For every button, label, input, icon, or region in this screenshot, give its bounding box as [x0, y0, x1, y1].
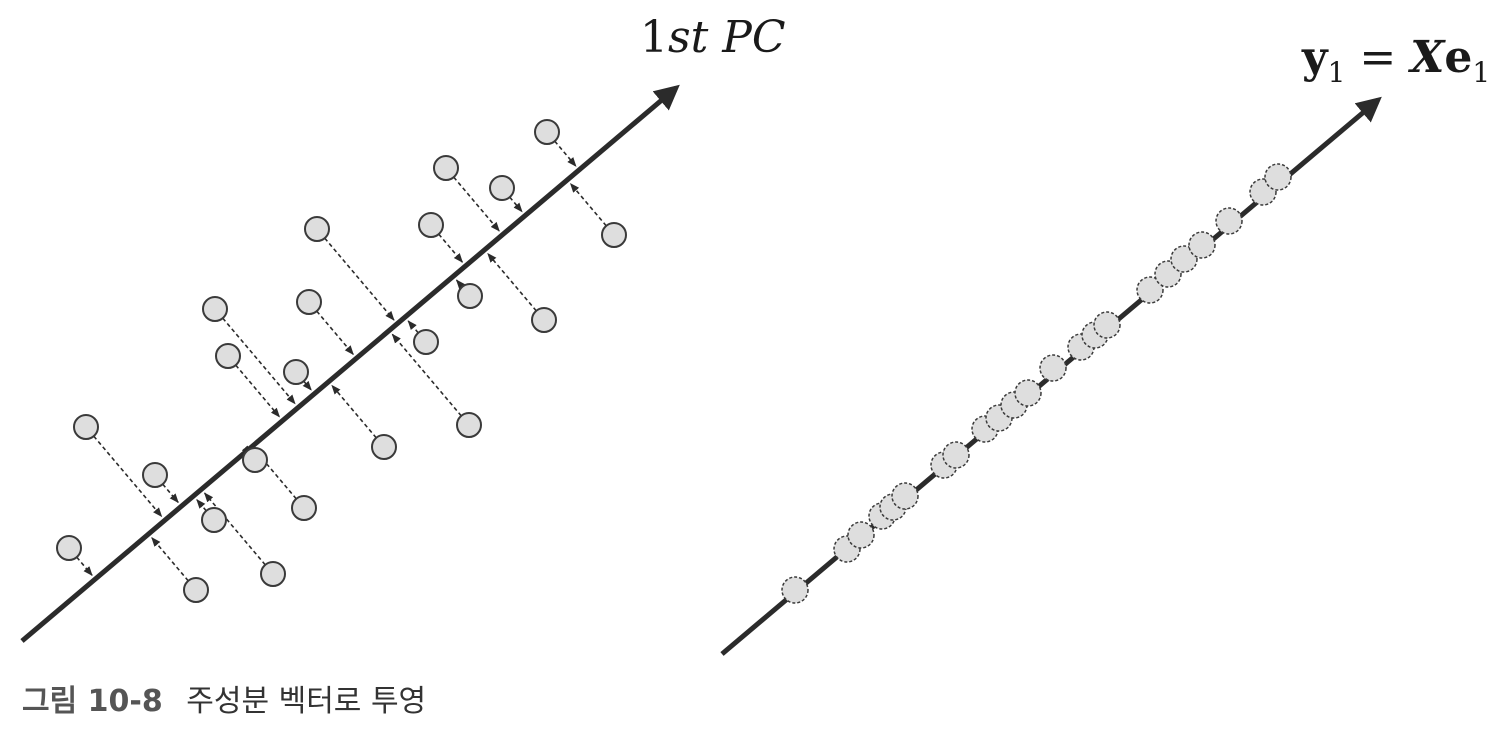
right-panel-projected: y1 = Xe1 [720, 32, 1490, 656]
data-point [456, 412, 482, 438]
projection-equation: y1 = Xe1 [1301, 32, 1490, 89]
projected-point [1264, 163, 1292, 191]
data-point [418, 212, 444, 238]
projection-arrow [455, 279, 466, 290]
projected-point [1093, 311, 1121, 339]
projected-point [891, 482, 919, 510]
data-point [534, 119, 560, 145]
data-point [183, 577, 209, 603]
projection-arrow [453, 176, 500, 232]
projected-point [942, 441, 970, 469]
projection-arrow [569, 182, 607, 227]
projected-point [1014, 379, 1042, 407]
data-point [371, 434, 397, 460]
projection-arrow [331, 384, 377, 439]
principal-axis-line [20, 84, 680, 643]
projection-arrow [76, 556, 93, 576]
data-point [433, 155, 459, 181]
projection-arrow [162, 483, 179, 504]
caption-number: 그림 10-8 [22, 684, 163, 719]
data-point [56, 535, 82, 561]
projected-point [781, 576, 809, 604]
data-point [601, 222, 627, 248]
projected-points [781, 163, 1292, 604]
projected-point [1215, 207, 1243, 235]
projection-arrow [222, 317, 296, 405]
projection-arrow [302, 380, 312, 391]
data-point [202, 296, 228, 322]
projection-arrow [235, 364, 281, 418]
left-panel-scatter: 1st PC [20, 12, 786, 643]
data-point [73, 414, 99, 440]
projection-arrow [324, 237, 395, 321]
data-point [215, 343, 241, 369]
data-point [296, 289, 322, 315]
projection-arrow [196, 498, 207, 512]
data-point [413, 329, 439, 355]
projection-lines [76, 140, 607, 582]
projection-arrow [93, 435, 163, 518]
projected-point [1039, 354, 1067, 382]
caption-text: 주성분 벡터로 투영 [186, 684, 427, 719]
data-point [242, 447, 268, 473]
projection-arrow [407, 320, 419, 334]
data-points [56, 119, 627, 603]
projection-arrow [203, 492, 266, 566]
data-point [291, 495, 317, 521]
data-point [142, 462, 168, 488]
projected-point [1188, 231, 1216, 259]
projection-arrow [487, 252, 537, 312]
projection-arrow [438, 233, 463, 263]
data-point [283, 359, 309, 385]
projected-point [1136, 276, 1164, 304]
data-point [457, 283, 483, 309]
data-point [489, 175, 515, 201]
data-point [260, 561, 286, 587]
projection-arrow [316, 310, 354, 356]
axis-label-1st-pc: 1st PC [640, 12, 786, 63]
projection-arrow [509, 196, 523, 213]
projection-arrow [151, 537, 189, 582]
figure-caption: 그림 10-8 주성분 벡터로 투영 [22, 676, 426, 720]
data-point [201, 507, 227, 533]
projection-arrow [391, 333, 462, 417]
data-point [531, 307, 557, 333]
projected-point [1170, 245, 1198, 273]
data-point [304, 216, 330, 242]
projected-point [847, 521, 875, 549]
projection-arrow [554, 140, 577, 167]
